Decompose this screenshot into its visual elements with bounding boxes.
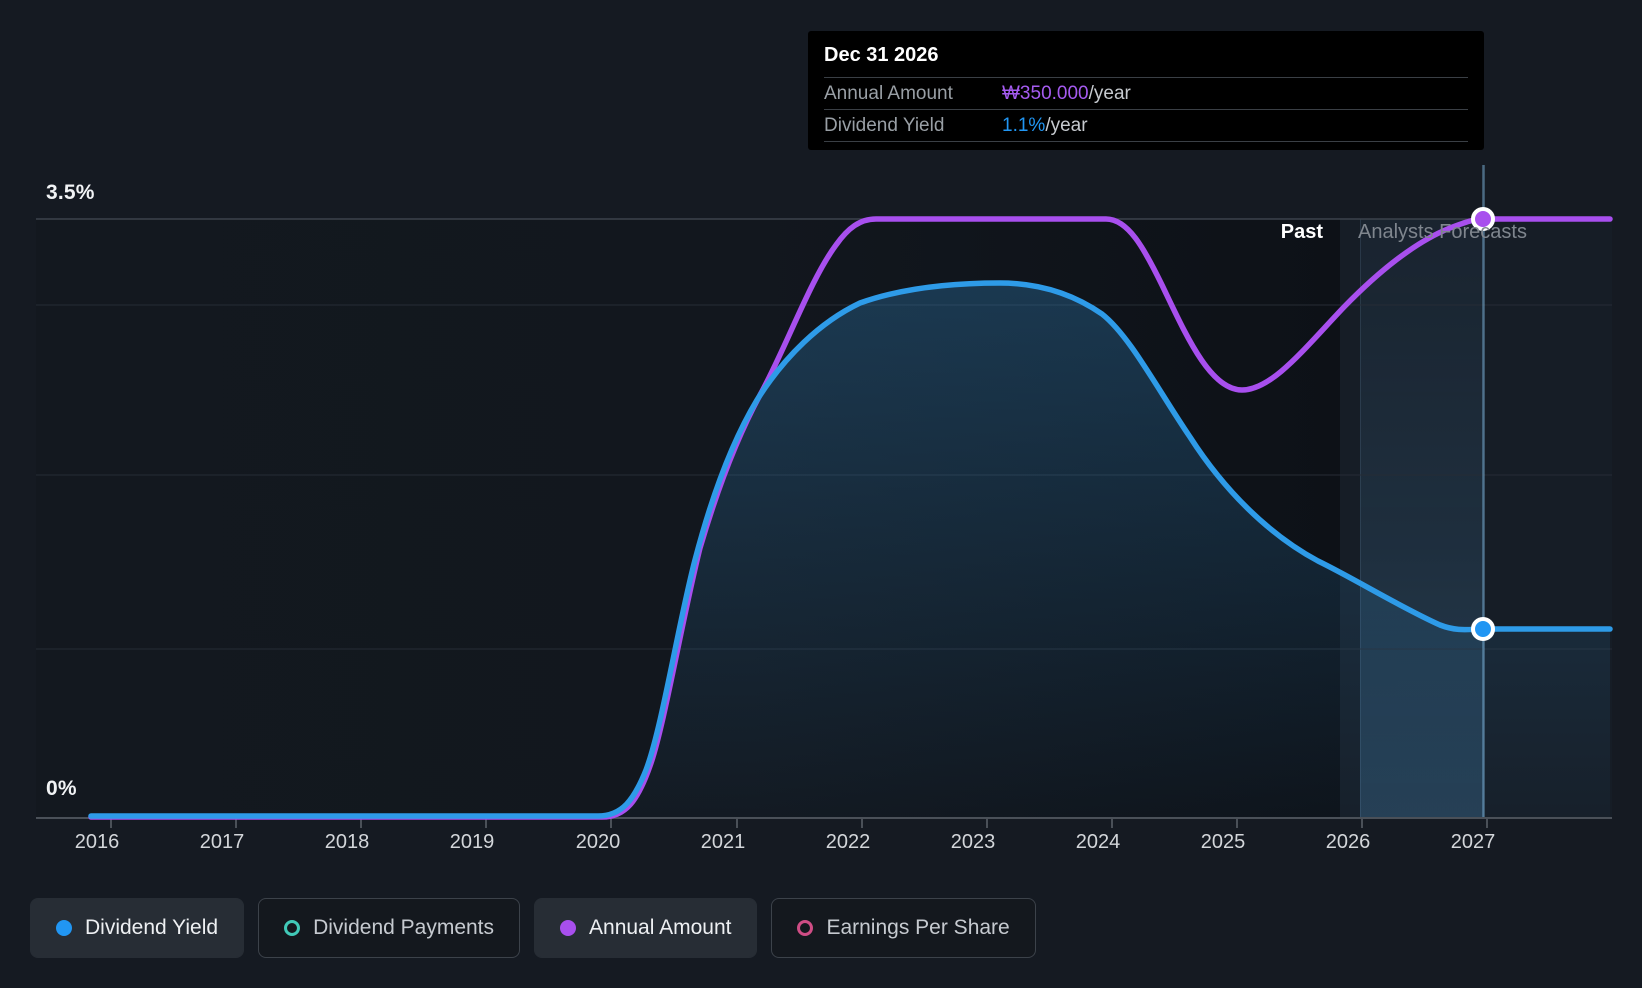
legend-earnings-per-share-button[interactable]: Earnings Per Share (771, 898, 1036, 958)
x-tick-2022: 2022 (825, 831, 871, 853)
x-tick-2019: 2019 (449, 831, 495, 853)
x-tick-2017: 2017 (199, 831, 245, 853)
x-tick-2020: 2020 (575, 831, 621, 853)
dividend-yield-area (91, 283, 1610, 817)
x-tick-2018: 2018 (324, 831, 370, 853)
dividend-yield-line[interactable] (88, 280, 1613, 819)
tooltip-dividend-yield-value: 1.1% (1002, 114, 1046, 136)
tooltip-dividend-yield-row: Dividend Yield 1.1%/year (824, 110, 1468, 142)
y-axis-min-label: 0% (46, 777, 77, 800)
tooltip-annual-amount-row: Annual Amount ₩350.000/year (824, 78, 1468, 110)
earnings-per-share-ring-icon (797, 920, 814, 936)
x-tick-2026: 2026 (1325, 831, 1371, 853)
tooltip-date: Dec 31 2026 (824, 44, 1468, 78)
dividend-yield-dot-icon (56, 920, 72, 936)
tooltip-dividend-yield-label: Dividend Yield (824, 114, 945, 136)
legend-dividend-yield-button[interactable]: Dividend Yield (30, 898, 245, 958)
x-tick-2025: 2025 (1200, 831, 1246, 853)
legend-dividend-yield-label: Dividend Yield (85, 916, 219, 939)
x-tick-2021: 2021 (700, 831, 746, 853)
tooltip-annual-amount-label: Annual Amount (824, 82, 953, 104)
y-axis-max-label: 3.5% (46, 181, 95, 204)
legend-dividend-payments-label: Dividend Payments (313, 916, 495, 939)
tooltip-annual-amount-suffix: /year (1088, 82, 1131, 104)
chart-legend: Dividend Yield Dividend Payments Annual … (30, 898, 1036, 958)
legend-dividend-payments-button[interactable]: Dividend Payments (258, 898, 521, 958)
legend-annual-amount-button[interactable]: Annual Amount (534, 898, 758, 958)
past-label: Past (1280, 221, 1323, 243)
annual-amount-marker-point[interactable] (1471, 207, 1495, 231)
x-tick-2027: 2027 (1450, 831, 1496, 853)
tooltip-dividend-yield-suffix: /year (1045, 114, 1088, 136)
x-tick-2024: 2024 (1075, 831, 1121, 853)
legend-annual-amount-label: Annual Amount (589, 916, 732, 939)
dividend-payments-ring-icon (284, 920, 301, 936)
x-tick-2023: 2023 (950, 831, 996, 853)
x-tick-2016: 2016 (74, 831, 120, 853)
legend-earnings-per-share-label: Earnings Per Share (826, 916, 1010, 939)
annual-amount-dot-icon (560, 920, 577, 936)
chart-tooltip: Dec 31 2026 Annual Amount ₩350.000/year … (808, 31, 1484, 150)
analysts-forecasts-label: Analysts Forecasts (1358, 221, 1527, 243)
tooltip-annual-amount-value: ₩350.000 (1002, 82, 1089, 104)
dividend-yield-marker-point[interactable] (1471, 617, 1495, 641)
